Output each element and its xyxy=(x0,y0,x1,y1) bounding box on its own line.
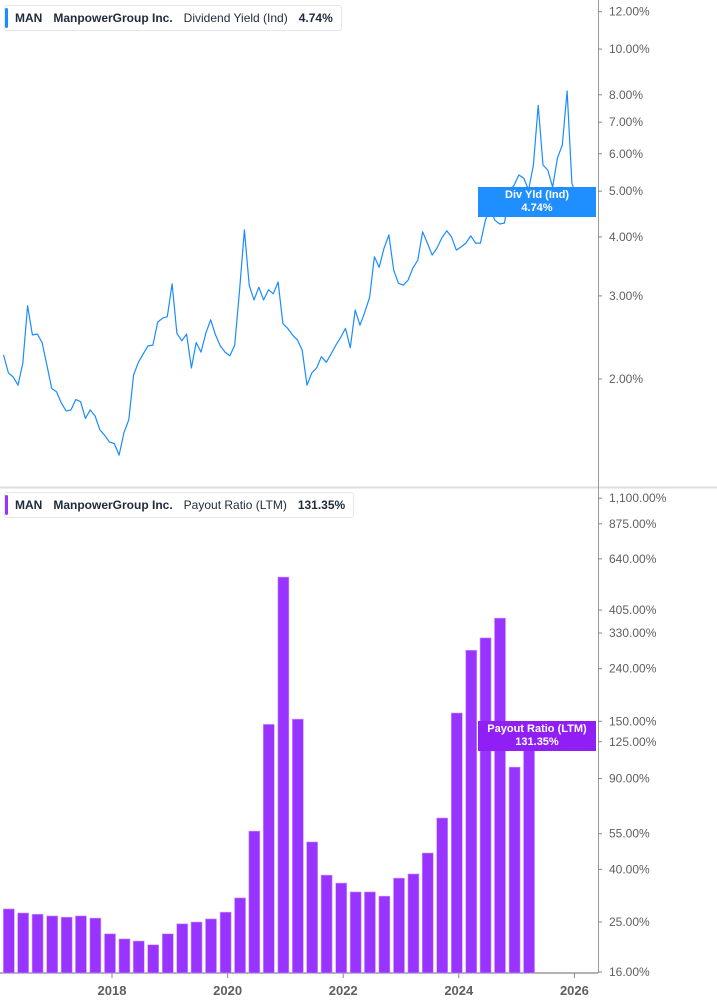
legend-company: ManpowerGroup Inc. xyxy=(53,11,173,25)
payout-bar xyxy=(436,817,448,974)
payout-ratio-bars xyxy=(3,576,535,974)
legend-value: 4.74% xyxy=(298,11,333,25)
badge-label: Payout Ratio (LTM) xyxy=(487,723,587,735)
payout-bar xyxy=(494,617,506,974)
y-tick-label: 640.00% xyxy=(609,552,657,566)
dividend-yield-line xyxy=(2,90,578,456)
payout-bar xyxy=(262,724,275,974)
y-tick-label: 330.00% xyxy=(609,626,657,640)
y-tick-label: 125.00% xyxy=(609,735,657,749)
payout-bar xyxy=(75,915,87,974)
y-tick-label: 90.00% xyxy=(609,772,650,786)
x-tick-label: 2024 xyxy=(444,983,474,998)
y-tick-label: 10.00% xyxy=(609,42,650,56)
payout-bar xyxy=(393,877,405,974)
payout-value-badge: Payout Ratio (LTM) 131.35% xyxy=(478,721,596,751)
payout-bar xyxy=(104,933,116,974)
y-tick-label: 150.00% xyxy=(609,714,657,728)
payout-bar xyxy=(147,944,159,974)
payout-bar xyxy=(205,918,217,974)
y-tick-label: 16.00% xyxy=(609,965,650,979)
legend-value: 131.35% xyxy=(297,498,346,512)
y-tick-label: 5.00% xyxy=(609,184,643,198)
y-tick-label: 12.00% xyxy=(609,5,650,19)
x-tick-label: 2022 xyxy=(329,983,358,998)
x-tick-label: 2020 xyxy=(213,983,242,998)
payout-bar xyxy=(407,873,420,974)
payout-bar xyxy=(465,649,478,974)
payout-bar xyxy=(364,891,376,974)
payout-bar xyxy=(219,911,232,974)
payout-bar xyxy=(378,895,391,974)
payout-bar xyxy=(89,917,102,974)
x-axis: 2018 2020 2022 2024 2026 xyxy=(98,973,589,998)
legend-ticker: MAN xyxy=(15,11,43,25)
payout-bar xyxy=(176,923,189,974)
payout-bar xyxy=(3,908,15,974)
legend-color-marker xyxy=(5,8,8,28)
legend-ticker: MAN xyxy=(15,498,43,512)
payout-bar xyxy=(320,874,333,974)
payout-bar xyxy=(479,637,492,974)
payout-bar xyxy=(349,891,362,974)
y-tick-label: 3.00% xyxy=(609,289,643,303)
payout-bar xyxy=(421,852,434,974)
y-tick-label: 55.00% xyxy=(609,827,650,841)
legend-company: ManpowerGroup Inc. xyxy=(53,498,173,512)
payout-bar xyxy=(132,940,145,974)
payout-bar xyxy=(162,933,174,974)
payout-bar xyxy=(450,712,463,974)
payout-bar xyxy=(508,766,521,974)
bottom-legend: MAN ManpowerGroup Inc. Payout Ratio (LTM… xyxy=(4,492,355,518)
payout-bar xyxy=(190,921,203,974)
y-tick-label: 4.00% xyxy=(609,230,643,244)
y-tick-label: 405.00% xyxy=(609,603,657,617)
bottom-y-axis: 1,100.00% 875.00% 640.00% 405.00% 330.00% 240… xyxy=(598,491,667,979)
y-tick-label: 6.00% xyxy=(609,147,643,161)
payout-bar xyxy=(292,718,304,974)
badge-value: 4.74% xyxy=(521,202,553,214)
x-tick-label: 2026 xyxy=(560,983,589,998)
legend-metric: Payout Ratio (LTM) xyxy=(183,498,287,512)
y-tick-label: 240.00% xyxy=(609,662,657,676)
y-tick-label: 2.00% xyxy=(609,372,643,386)
y-tick-label: 7.00% xyxy=(609,115,643,129)
payout-bar xyxy=(17,912,29,974)
legend-color-marker xyxy=(5,495,8,515)
badge-value: 131.35% xyxy=(515,736,559,748)
y-tick-label: 25.00% xyxy=(609,915,650,929)
top-legend: MAN ManpowerGroup Inc. Dividend Yield (I… xyxy=(4,5,342,31)
payout-bar xyxy=(60,916,73,974)
y-tick-label: 875.00% xyxy=(609,517,657,531)
x-tick-label: 2018 xyxy=(98,983,127,998)
payout-bar xyxy=(523,735,535,974)
payout-bar xyxy=(118,938,131,974)
y-tick-label: 8.00% xyxy=(609,88,643,102)
payout-bar xyxy=(277,576,290,974)
payout-bar xyxy=(46,915,59,974)
top-y-axis: 12.00% 10.00% 8.00% 7.00% 6.00% 5.00% 4.00% 3.0… xyxy=(598,5,650,386)
payout-bar xyxy=(31,913,44,974)
y-tick-label: 1,100.00% xyxy=(609,491,667,505)
y-tick-label: 40.00% xyxy=(609,862,650,876)
payout-bar xyxy=(335,882,348,974)
payout-bar xyxy=(306,841,318,974)
badge-label: Div Yld (Ind) xyxy=(505,189,569,201)
payout-bar xyxy=(248,830,261,974)
yield-value-badge: Div Yld (Ind) 4.74% xyxy=(478,187,596,217)
legend-metric: Dividend Yield (Ind) xyxy=(183,11,288,25)
payout-bar xyxy=(234,897,246,974)
